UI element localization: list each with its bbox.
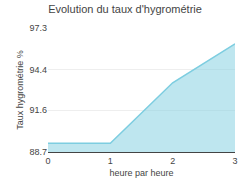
svg-text:97.3: 97.3 <box>29 23 47 33</box>
svg-text:0: 0 <box>45 156 50 166</box>
svg-text:88.7: 88.7 <box>29 147 47 157</box>
svg-text:3: 3 <box>232 156 237 166</box>
svg-text:heure par heure: heure par heure <box>109 168 173 178</box>
svg-text:1: 1 <box>108 156 113 166</box>
svg-text:Evolution du taux d'hygrométri: Evolution du taux d'hygrométrie <box>48 3 202 15</box>
svg-text:2: 2 <box>170 156 175 166</box>
svg-text:91.6: 91.6 <box>29 105 47 115</box>
svg-text:Taux hygrométrie %: Taux hygrométrie % <box>15 50 25 130</box>
svg-text:94.4: 94.4 <box>29 65 47 75</box>
